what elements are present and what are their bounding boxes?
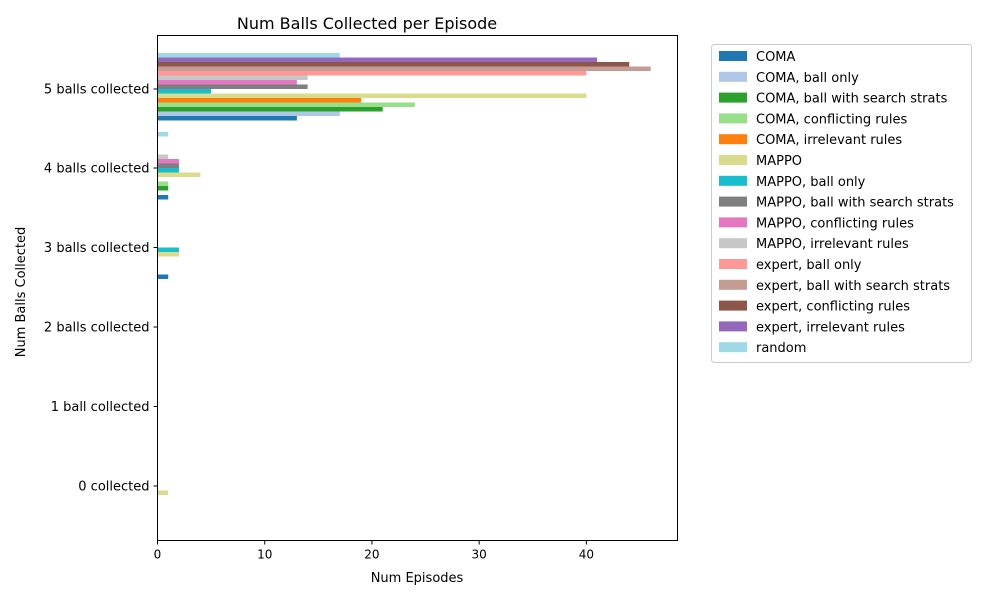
bar-coma-cat3: [157, 274, 169, 279]
bar-coma-conflicting-rules-cat4: [157, 181, 169, 186]
legend-label: MAPPO, ball with search strats: [756, 196, 954, 211]
legend-label: MAPPO, ball only: [756, 175, 866, 190]
bar-random-cat4: [157, 132, 169, 137]
legend-swatch: [719, 175, 747, 186]
bar-mappo-ball-only-cat5: [157, 89, 212, 94]
legend: COMA COMA, ball only COMA, ball with searc…: [711, 44, 972, 363]
bar-mappo-ball-with-search-strats-cat5: [157, 84, 308, 89]
x-tick-label: 10: [257, 548, 272, 562]
legend-label: COMA, ball only: [756, 71, 859, 86]
bar-mappo-conflicting-rules-cat5: [157, 80, 297, 85]
legend-swatch: [719, 71, 747, 82]
bar-mappo-conflicting-rules-cat4: [157, 159, 179, 164]
y-tick-label: 3 balls collected: [44, 241, 150, 256]
legend-label: expert, ball only: [756, 258, 862, 273]
bar-mappo-irrelevant-rules-cat5: [157, 75, 308, 80]
plot-frame: [157, 35, 678, 541]
bar-coma-cat4: [157, 195, 169, 200]
y-axis-label: Num Balls Collected: [14, 227, 29, 358]
legend-swatch: [719, 342, 747, 353]
bar-mappo-cat0: [157, 490, 169, 495]
bar-coma-ball-only-cat5: [157, 111, 340, 116]
legend-swatch: [719, 259, 747, 269]
legend-swatch: [719, 155, 747, 165]
y-ticks: 0 collected 1 ball collected 2 balls colle…: [44, 83, 158, 495]
bar-mappo-cat4: [157, 172, 201, 177]
legend-swatch: [719, 196, 747, 207]
y-tick-label: 4 balls collected: [44, 162, 150, 177]
bar-random-cat5: [157, 53, 340, 58]
legend-label: MAPPO: [756, 154, 802, 169]
bar-mappo-cat3: [157, 252, 179, 257]
legend-swatch: [719, 279, 747, 290]
bar-coma-ball-with-search-strats-cat4: [157, 186, 169, 191]
bar-mappo-irrelevant-rules-cat4: [157, 154, 169, 159]
legend-label: random: [756, 341, 806, 356]
y-tick-label: 1 ball collected: [51, 400, 150, 415]
bar-mappo-ball-with-search-strats-cat4: [157, 163, 179, 168]
x-tick-label: 30: [472, 548, 487, 562]
bar-coma-cat5: [157, 116, 297, 121]
legend-swatch: [719, 300, 747, 311]
bar-mappo-ball-only-cat4: [157, 168, 179, 173]
chart-title: Num Balls Collected per Episode: [237, 14, 497, 33]
legend-swatch: [719, 134, 747, 145]
legend-box: [711, 44, 972, 363]
x-tick-label: 40: [579, 548, 594, 562]
legend-label: expert, ball with search strats: [756, 279, 950, 294]
legend-swatch: [719, 51, 747, 61]
x-ticks: 0 10 20 30 40: [154, 540, 594, 562]
bar-expert-ball-with-search-strats-cat5: [157, 66, 651, 71]
y-tick-label: 5 balls collected: [44, 83, 150, 98]
legend-label: expert, irrelevant rules: [756, 320, 905, 335]
bar-expert-ball-only-cat5: [157, 71, 587, 76]
legend-swatch: [719, 217, 747, 228]
legend-swatch: [719, 321, 747, 332]
bar-mappo-cat5: [157, 93, 587, 98]
x-tick-label: 0: [154, 548, 162, 562]
bars-group: [157, 53, 651, 495]
legend-label: COMA, ball with search strats: [756, 92, 948, 107]
legend-swatch: [719, 113, 747, 124]
legend-swatch: [719, 238, 747, 249]
legend-label: COMA, conflicting rules: [756, 112, 907, 127]
y-tick-label: 2 balls collected: [44, 321, 150, 336]
legend-label: COMA, irrelevant rules: [756, 133, 902, 148]
bar-coma-ball-with-search-strats-cat5: [157, 107, 383, 112]
legend-label: COMA: [756, 50, 796, 65]
x-axis-label: Num Episodes: [371, 571, 464, 586]
bar-mappo-ball-only-cat3: [157, 247, 179, 252]
bar-expert-conflicting-rules-cat5: [157, 62, 630, 67]
bar-coma-conflicting-rules-cat5: [157, 102, 415, 107]
legend-label: MAPPO, irrelevant rules: [756, 237, 909, 252]
x-tick-label: 20: [364, 548, 379, 562]
legend-label: expert, conflicting rules: [756, 300, 910, 315]
y-tick-label: 0 collected: [78, 480, 149, 495]
bar-expert-irrelevant-rules-cat5: [157, 57, 598, 62]
bar-coma-irrelevant-rules-cat5: [157, 98, 362, 103]
legend-label: MAPPO, conflicting rules: [756, 216, 914, 231]
legend-swatch: [719, 92, 747, 103]
